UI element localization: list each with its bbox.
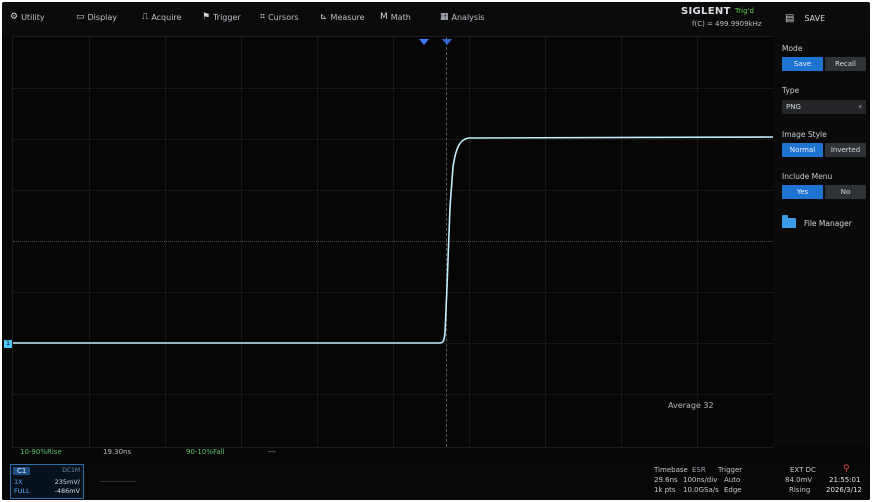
timebase-label[interactable]: Timebase: [654, 466, 688, 474]
trigger-mode: Auto: [724, 476, 741, 484]
acquire-icon: ⎍: [142, 12, 149, 22]
grid-line: [545, 37, 546, 447]
mode-save-button[interactable]: Save: [782, 57, 823, 71]
gear-icon: ⚙: [10, 12, 19, 22]
mode-recall-button[interactable]: Recall: [825, 57, 866, 71]
grid-line: [89, 37, 90, 447]
menu-utility[interactable]: ⚙ Utility: [10, 12, 45, 22]
timebase-scale: 100ns/div: [683, 476, 718, 484]
trigger-level: 84.0mV: [785, 476, 813, 484]
include-no-button[interactable]: No: [825, 185, 866, 199]
vertical-offset: -486mV: [54, 487, 80, 495]
grid-line: [13, 139, 773, 140]
save-menu-header[interactable]: ▤ SAVE: [785, 13, 826, 24]
measure-rise-value: 19.30ns: [103, 448, 132, 456]
style-inverted-button[interactable]: Inverted: [825, 143, 866, 157]
image-style-label: Image Style: [782, 130, 827, 139]
menu-analysis[interactable]: ▦ Analysis: [440, 12, 485, 22]
grid-line: [165, 37, 166, 447]
acquisition-average: Average 32: [668, 401, 714, 410]
esr-indicator: ESR: [692, 466, 706, 474]
clock-time: 21:55:01: [829, 476, 861, 484]
divider: [100, 481, 136, 482]
include-menu-label: Include Menu: [782, 172, 833, 181]
cursors-icon: ⌗: [260, 12, 266, 22]
grid-line: [621, 37, 622, 447]
menu-cursors[interactable]: ⌗ Cursors: [260, 12, 299, 22]
monitor-icon: ▭: [76, 12, 85, 22]
vertical-scale: 235mV/: [54, 478, 80, 486]
analysis-icon: ▦: [440, 12, 449, 22]
channel-name: C1: [13, 467, 31, 475]
style-normal-button[interactable]: Normal: [782, 143, 823, 157]
timebase-delay: 29.6ns: [654, 476, 678, 484]
trigger-position-marker[interactable]: [442, 39, 452, 45]
measure-fall-value: ---: [268, 448, 276, 456]
grid-line: [13, 394, 773, 395]
channel-coupling: DC1M: [62, 467, 80, 474]
trigger-type: Edge: [724, 486, 742, 494]
trigger-label[interactable]: Trigger: [718, 466, 743, 474]
menu-math[interactable]: M Math: [380, 12, 411, 22]
mode-label: Mode: [782, 44, 803, 53]
grid-line: [13, 292, 773, 293]
grid-line: [13, 88, 773, 89]
trigger-slope: Rising: [789, 486, 811, 494]
bandwidth-limit: FULL: [14, 487, 30, 495]
measure-rise-label[interactable]: 10-90%Rise: [20, 448, 62, 456]
probe-ratio: 1X: [14, 478, 23, 486]
grid-line: [393, 37, 394, 447]
flag-icon: ⚑: [202, 12, 211, 22]
grid-line: [469, 37, 470, 447]
menu-display[interactable]: ▭ Display: [76, 12, 118, 22]
usb-icon: ⚲: [843, 464, 850, 474]
chevron-down-icon: ▾: [858, 103, 862, 111]
save-panel: Mode Save Recall Type PNG ▾ Image Style …: [773, 36, 870, 446]
memory-depth: 1k pts: [654, 486, 676, 494]
type-select[interactable]: PNG ▾: [782, 100, 866, 114]
clock-date: 2026/3/12: [826, 486, 862, 494]
status-bar: C1 DC1M 1X 235mV/ FULL -486mV Timebase E…: [2, 460, 870, 500]
menu-measure[interactable]: ⊾ Measure: [320, 12, 365, 22]
include-yes-button[interactable]: Yes: [782, 185, 823, 199]
brand-logo: SIGLENT: [681, 6, 731, 17]
grid-center-line: [13, 241, 773, 242]
grid-line: [241, 37, 242, 447]
top-menu-bar: ⚙ Utility ▭ Display ⎍ Acquire ⚑ Trigger ⌗ Cur…: [2, 2, 870, 36]
folder-icon: [782, 215, 796, 228]
frequency-readout: f(C) = 499.9909kHz: [692, 20, 762, 28]
ruler-icon: ⊾: [320, 12, 328, 22]
grid-line: [697, 37, 698, 447]
math-icon: M: [380, 12, 388, 22]
save-icon: ▤: [785, 13, 795, 24]
file-manager-button[interactable]: File Manager: [782, 215, 852, 228]
channel-1-descriptor[interactable]: C1 DC1M 1X 235mV/ FULL -486mV: [10, 464, 84, 499]
grid-line: [13, 190, 773, 191]
channel-offset-marker[interactable]: 1: [4, 340, 12, 348]
trigger-delay-marker[interactable]: [419, 39, 429, 45]
ext-source-label: EXT DC: [790, 466, 816, 474]
menu-acquire[interactable]: ⎍ Acquire: [142, 12, 182, 22]
waveform-grid[interactable]: Average 32: [12, 36, 774, 448]
waveform-trace: [13, 136, 773, 344]
menu-trigger[interactable]: ⚑ Trigger: [202, 12, 241, 22]
trigger-position-line: [446, 37, 447, 447]
sample-rate: 10.0GSa/s: [683, 486, 719, 494]
measure-fall-label[interactable]: 90-10%Fall: [186, 448, 225, 456]
type-label: Type: [782, 86, 800, 95]
trigger-state: Trig'd: [735, 7, 754, 15]
grid-line: [317, 37, 318, 447]
